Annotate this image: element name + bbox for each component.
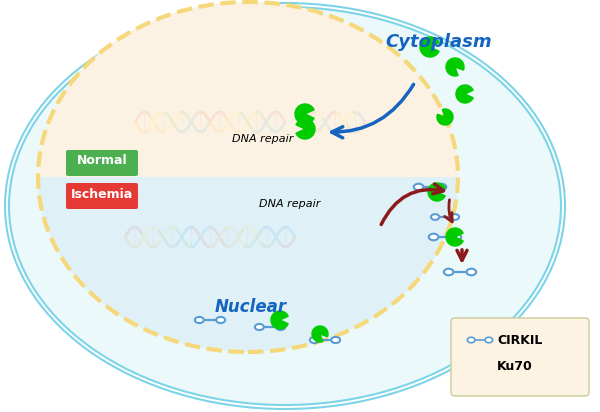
Ellipse shape xyxy=(276,324,285,330)
Wedge shape xyxy=(296,119,315,139)
Ellipse shape xyxy=(38,2,458,352)
Ellipse shape xyxy=(414,184,424,190)
FancyBboxPatch shape xyxy=(66,150,138,176)
Ellipse shape xyxy=(444,269,454,275)
Wedge shape xyxy=(295,104,314,124)
Ellipse shape xyxy=(467,337,475,343)
Wedge shape xyxy=(468,358,484,376)
Text: Ku70: Ku70 xyxy=(497,360,533,374)
Text: Ischemia: Ischemia xyxy=(71,187,133,201)
Wedge shape xyxy=(446,228,463,246)
Wedge shape xyxy=(446,58,464,76)
Ellipse shape xyxy=(331,337,340,343)
FancyArrowPatch shape xyxy=(332,84,413,138)
Text: Cytoplasm: Cytoplasm xyxy=(385,33,491,51)
Ellipse shape xyxy=(310,337,319,343)
FancyArrowPatch shape xyxy=(445,200,452,222)
Ellipse shape xyxy=(437,184,446,190)
Ellipse shape xyxy=(195,317,204,323)
Ellipse shape xyxy=(467,269,476,275)
Ellipse shape xyxy=(431,214,439,220)
Ellipse shape xyxy=(485,337,493,343)
Ellipse shape xyxy=(9,7,561,405)
FancyArrowPatch shape xyxy=(381,184,443,225)
Wedge shape xyxy=(428,183,445,201)
Text: DNA repair: DNA repair xyxy=(259,199,320,209)
Polygon shape xyxy=(38,177,458,352)
Text: Nuclear: Nuclear xyxy=(215,298,287,316)
FancyArrowPatch shape xyxy=(457,250,467,260)
FancyBboxPatch shape xyxy=(66,183,138,209)
Polygon shape xyxy=(38,2,458,177)
Wedge shape xyxy=(456,85,473,103)
Ellipse shape xyxy=(216,317,225,323)
Ellipse shape xyxy=(255,324,264,330)
Wedge shape xyxy=(437,109,453,125)
Wedge shape xyxy=(420,37,439,57)
Ellipse shape xyxy=(451,214,459,220)
Wedge shape xyxy=(271,311,288,329)
Wedge shape xyxy=(312,326,328,342)
Text: DNA repair: DNA repair xyxy=(232,134,293,144)
Text: Normal: Normal xyxy=(77,154,127,166)
Text: CIRKIL: CIRKIL xyxy=(497,333,542,346)
Ellipse shape xyxy=(429,234,439,240)
Ellipse shape xyxy=(452,234,461,240)
Ellipse shape xyxy=(38,2,458,352)
FancyBboxPatch shape xyxy=(451,318,589,396)
